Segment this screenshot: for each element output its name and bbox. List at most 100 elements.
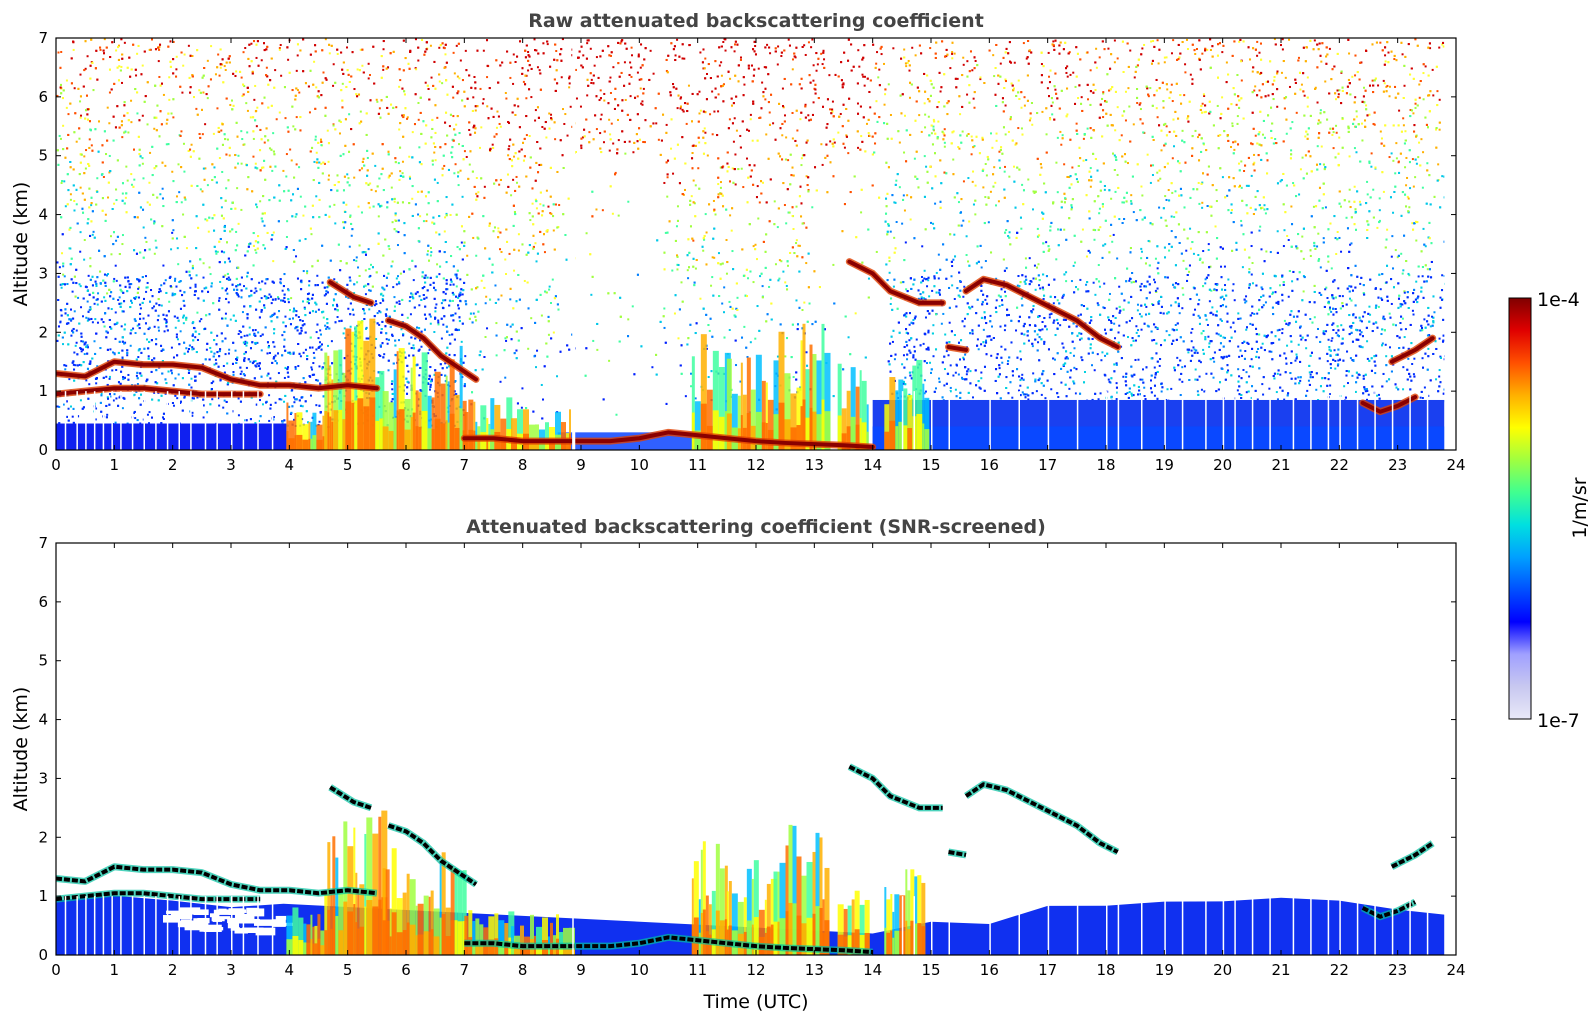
cloud-layer	[56, 891, 261, 902]
cloud-layer	[56, 386, 263, 397]
x-tick-label: 22	[1330, 961, 1349, 979]
x-tick-label: 2	[168, 456, 178, 474]
x-tick-label: 8	[518, 961, 528, 979]
screened-cloud-layers	[56, 763, 1435, 955]
cloud-layer	[1360, 395, 1418, 414]
screened-data-gaps	[64, 896, 1429, 955]
x-tick-label: 11	[688, 961, 707, 979]
cloud-layer	[946, 345, 968, 352]
x-tick-label: 16	[980, 961, 999, 979]
x-tick-label: 1	[110, 961, 120, 979]
cloud-layer	[848, 764, 943, 810]
y-tick-label: 0	[38, 946, 48, 964]
cloud-layers	[56, 258, 1437, 450]
colorbar: 1e-4 1e-7 1/m/sr	[1508, 289, 1591, 732]
cloud-layer	[56, 359, 379, 391]
no-data-region	[1444, 38, 1456, 450]
cloud-layer	[1390, 841, 1434, 869]
x-tick-label: 19	[1155, 456, 1174, 474]
y-tick-label: 6	[38, 593, 48, 611]
cloud-layer	[948, 850, 967, 857]
noise-speckle	[56, 38, 1447, 429]
x-tick-label: 3	[226, 456, 236, 474]
x-tick-label: 20	[1213, 456, 1232, 474]
x-tick-label: 10	[630, 961, 649, 979]
colorbar-min-label: 1e-7	[1537, 710, 1580, 732]
x-tick-label: 7	[460, 961, 470, 979]
cloud-layer-edge	[964, 780, 1120, 856]
panel-screened-y-label: Altitude (km)	[10, 687, 32, 812]
x-tick-label: 23	[1388, 456, 1407, 474]
panel-screened: Attenuated backscattering coefficient (S…	[10, 516, 1466, 1013]
panel-raw-title: Raw attenuated backscattering coefficien…	[528, 10, 984, 32]
x-tick-label: 13	[805, 961, 824, 979]
colorbar-gradient	[1508, 297, 1532, 720]
y-tick-label: 6	[38, 88, 48, 106]
x-tick-label: 0	[51, 961, 61, 979]
x-tick-label: 15	[921, 456, 940, 474]
cloud-layer-edge	[847, 763, 943, 812]
y-tick-label: 7	[38, 29, 48, 47]
y-tick-label: 0	[38, 441, 48, 459]
y-tick-label: 3	[38, 264, 48, 282]
x-tick-label: 21	[1271, 456, 1290, 474]
cloud-layer-edge	[328, 784, 373, 812]
x-tick-label: 1	[110, 456, 120, 474]
x-tick-label: 18	[1096, 456, 1115, 474]
x-axis-label: Time (UTC)	[702, 991, 808, 1013]
panel-raw-x-axis: 0 1 2 3 4 5 6 7 8 9 10 11 12 13 14 15 16 17 18 19 20 21 22 23 24	[51, 38, 1466, 474]
panel-raw-heatmap	[56, 38, 1456, 450]
cloud-layer	[1389, 336, 1435, 364]
x-tick-label: 18	[1096, 961, 1115, 979]
cloud-layer	[462, 430, 875, 450]
y-tick-label: 3	[38, 769, 48, 787]
x-tick-label: 23	[1388, 961, 1407, 979]
y-tick-label: 1	[38, 887, 48, 905]
panel-raw-y-axis: 0 1 2 3 4 5 6 7	[38, 29, 1456, 459]
x-tick-label: 5	[343, 456, 353, 474]
y-tick-label: 4	[38, 711, 48, 729]
x-tick-label: 22	[1330, 456, 1349, 474]
x-tick-label: 17	[1038, 456, 1057, 474]
y-tick-label: 7	[38, 534, 48, 552]
x-tick-label: 11	[688, 456, 707, 474]
data-gaps	[64, 38, 1429, 450]
x-tick-label: 6	[401, 961, 411, 979]
x-tick-label: 24	[1446, 961, 1465, 979]
panel-screened-y-axis: 0 1 2 3 4 5 6 7	[38, 534, 1456, 964]
x-tick-label: 13	[805, 456, 824, 474]
cloud-layer	[387, 823, 478, 887]
x-tick-label: 12	[746, 961, 765, 979]
cloud-layer	[964, 277, 1120, 349]
cloud-layer	[464, 935, 873, 955]
x-tick-label: 5	[343, 961, 353, 979]
panel-raw: Raw attenuated backscattering coefficien…	[10, 10, 1466, 474]
cloud-layer	[386, 318, 478, 382]
x-tick-label: 20	[1213, 961, 1232, 979]
y-tick-label: 2	[38, 323, 48, 341]
x-tick-label: 21	[1271, 961, 1290, 979]
x-tick-label: 8	[518, 456, 528, 474]
colorbar-max-label: 1e-4	[1537, 289, 1580, 311]
boundary-layer	[56, 399, 1445, 450]
x-tick-label: 17	[1038, 961, 1057, 979]
colorbar-label: 1/m/sr	[1569, 477, 1591, 538]
y-tick-label: 4	[38, 206, 48, 224]
cloud-layer	[964, 782, 1119, 854]
cloud-layer	[328, 280, 373, 305]
x-tick-label: 12	[746, 456, 765, 474]
y-tick-label: 5	[38, 652, 48, 670]
x-tick-label: 19	[1155, 961, 1174, 979]
x-tick-label: 9	[576, 456, 586, 474]
x-tick-label: 24	[1446, 456, 1465, 474]
screened-aerosol-columns	[286, 810, 926, 955]
y-tick-label: 5	[38, 147, 48, 165]
x-tick-label: 4	[285, 961, 295, 979]
cloud-layer	[56, 864, 378, 896]
no-data-region	[1444, 543, 1456, 955]
x-tick-label: 14	[863, 961, 882, 979]
x-tick-label: 10	[630, 456, 649, 474]
x-tick-label: 9	[576, 961, 586, 979]
x-tick-label: 2	[168, 961, 178, 979]
